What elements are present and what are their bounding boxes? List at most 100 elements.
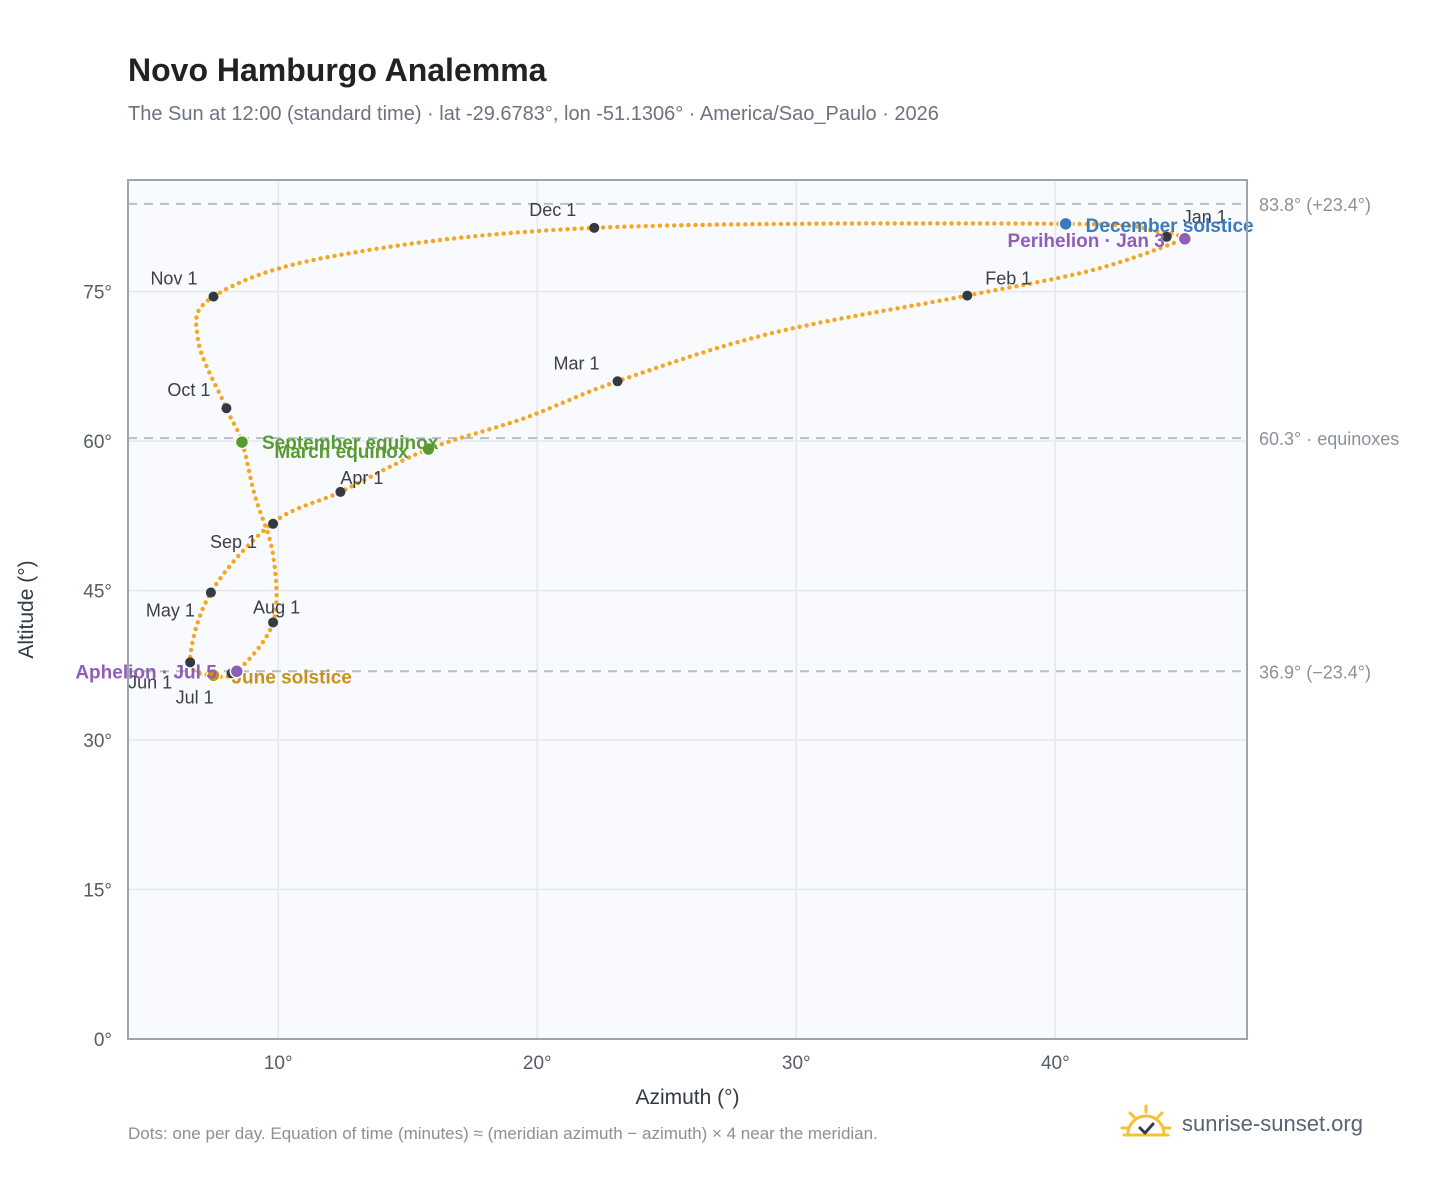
daily-sun-dot xyxy=(860,312,865,317)
daily-sun-dot xyxy=(245,543,251,548)
daily-sun-dot xyxy=(1145,250,1150,256)
daily-sun-dot xyxy=(200,302,205,308)
daily-sun-dot xyxy=(944,297,949,302)
daily-sun-dot xyxy=(256,272,261,278)
month-marker-label: Aug 1 xyxy=(253,597,300,617)
daily-sun-dot xyxy=(330,493,335,498)
daily-sun-dot xyxy=(194,329,200,334)
daily-sun-dot xyxy=(832,317,837,322)
daily-sun-dot xyxy=(201,357,206,362)
daily-sun-dot xyxy=(1111,262,1116,267)
y-tick-label: 45° xyxy=(83,582,112,603)
daily-sun-dot xyxy=(821,221,826,226)
daily-sun-dot xyxy=(207,370,212,375)
daily-sun-dot xyxy=(514,418,519,424)
daily-sun-dot xyxy=(374,471,380,476)
daily-sun-dot xyxy=(271,557,276,562)
daily-sun-dot xyxy=(191,668,196,673)
daily-sun-dot xyxy=(507,420,512,426)
daily-sun-dot xyxy=(248,475,253,481)
month-marker xyxy=(208,291,219,302)
month-marker-label: Mar 1 xyxy=(554,353,600,373)
brand-logo[interactable]: sunrise-sunset.org xyxy=(1120,1102,1363,1146)
x-tick-label: 10° xyxy=(264,1053,293,1074)
daily-sun-dot xyxy=(567,397,572,403)
daily-sun-dot xyxy=(270,268,275,273)
daily-sun-dot xyxy=(303,503,308,508)
daily-sun-dot xyxy=(1028,281,1033,286)
daily-sun-dot xyxy=(755,334,761,339)
event-label: December solstice xyxy=(1086,216,1254,237)
daily-sun-dot xyxy=(255,503,261,508)
daily-sun-dot xyxy=(664,223,670,228)
daily-sun-dot xyxy=(693,222,698,228)
daily-sun-dot xyxy=(261,528,266,534)
daily-sun-dot xyxy=(757,221,762,227)
month-marker xyxy=(962,290,973,301)
reference-line-label: 36.9° (−23.4°) xyxy=(1259,662,1371,682)
daily-sun-dot xyxy=(1013,221,1018,226)
daily-sun-dot xyxy=(323,495,328,501)
daily-sun-dot xyxy=(231,421,237,426)
daily-sun-dot xyxy=(600,225,606,230)
daily-sun-dot xyxy=(493,425,499,430)
daily-sun-dot xyxy=(252,651,257,656)
daily-sun-dot xyxy=(413,452,418,457)
daily-sun-dot xyxy=(360,248,365,254)
daily-sun-dot xyxy=(500,423,506,428)
daily-sun-dot xyxy=(694,352,699,357)
month-marker-label: Dec 1 xyxy=(529,200,576,220)
daily-sun-dot xyxy=(979,290,984,295)
daily-sun-dot xyxy=(1049,221,1054,226)
daily-sun-dot xyxy=(262,523,268,528)
daily-sun-dot xyxy=(942,221,947,226)
daily-sun-dot xyxy=(874,309,879,315)
daily-sun-dot xyxy=(565,227,570,232)
daily-sun-dot xyxy=(849,221,855,226)
event-marker xyxy=(1058,216,1073,232)
daily-sun-dot xyxy=(253,496,258,501)
daily-sun-dot xyxy=(867,311,872,316)
daily-sun-dot xyxy=(480,429,485,434)
daily-sun-dot xyxy=(928,221,933,226)
daily-sun-dot xyxy=(210,376,215,381)
daily-sun-dot xyxy=(273,571,278,577)
daily-sun-dot xyxy=(226,564,232,570)
daily-sun-dot xyxy=(818,320,823,325)
daily-sun-dot xyxy=(274,593,279,598)
daily-sun-dot xyxy=(660,363,665,368)
y-tick-label: 75° xyxy=(83,283,112,304)
daily-sun-dot xyxy=(783,327,788,333)
reference-line-label: 83.8° (+23.4°) xyxy=(1259,195,1371,215)
daily-sun-dot xyxy=(214,581,219,587)
daily-sun-dot xyxy=(977,221,983,226)
daily-sun-dot xyxy=(466,433,471,438)
daily-sun-dot xyxy=(311,257,316,263)
daily-sun-dot xyxy=(387,464,392,470)
daily-sun-dot xyxy=(362,477,367,483)
month-marker-label: May 1 xyxy=(146,601,195,621)
daily-sun-dot xyxy=(245,461,250,467)
daily-sun-dot xyxy=(800,221,805,226)
daily-sun-dot xyxy=(290,262,295,267)
daily-sun-dot xyxy=(1014,284,1019,289)
daily-sun-dot xyxy=(1120,223,1125,228)
daily-sun-dot xyxy=(439,441,444,447)
daily-sun-dot xyxy=(195,336,201,342)
daily-sun-dot xyxy=(402,242,407,247)
daily-sun-dot xyxy=(650,223,655,229)
daily-sun-dot xyxy=(797,324,802,329)
daily-sun-dot xyxy=(251,489,256,494)
daily-sun-dot xyxy=(1118,259,1123,265)
daily-sun-dot xyxy=(188,647,194,653)
daily-sun-dot xyxy=(951,296,956,301)
daily-sun-dot xyxy=(1098,222,1104,227)
daily-sun-dot xyxy=(260,640,266,645)
daily-sun-dot xyxy=(273,607,278,612)
daily-sun-dot xyxy=(643,223,648,229)
month-marker xyxy=(589,222,600,233)
daily-sun-dot xyxy=(250,538,256,543)
daily-sun-dot xyxy=(217,290,223,295)
daily-sun-dot xyxy=(197,671,202,676)
daily-sun-dot xyxy=(1090,267,1096,273)
